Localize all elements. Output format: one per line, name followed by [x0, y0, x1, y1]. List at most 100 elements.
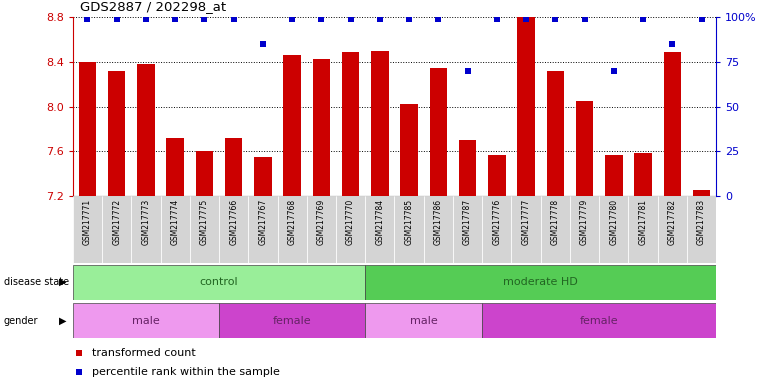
Bar: [453, 196, 483, 263]
Text: GSM217777: GSM217777: [522, 199, 531, 245]
Text: moderate HD: moderate HD: [503, 277, 578, 287]
Bar: [599, 196, 628, 263]
Point: [666, 41, 679, 47]
Point: [198, 16, 211, 22]
Point: [316, 16, 328, 22]
Point: [286, 16, 298, 22]
Text: GSM217768: GSM217768: [287, 199, 296, 245]
Bar: [342, 52, 359, 196]
Bar: [401, 104, 418, 196]
Bar: [137, 64, 155, 196]
Text: control: control: [200, 277, 238, 287]
Point: [139, 16, 152, 22]
Bar: [687, 196, 716, 263]
Bar: [547, 71, 564, 196]
Bar: [365, 196, 394, 263]
Bar: [570, 196, 599, 263]
Point: [403, 16, 415, 22]
Bar: [277, 196, 306, 263]
Bar: [306, 196, 336, 263]
Text: transformed count: transformed count: [92, 348, 196, 358]
Bar: [634, 154, 652, 196]
Bar: [219, 196, 248, 263]
Bar: [73, 265, 365, 300]
Text: GSM217784: GSM217784: [375, 199, 385, 245]
Bar: [512, 196, 541, 263]
Bar: [394, 196, 424, 263]
Text: GSM217776: GSM217776: [493, 199, 502, 245]
Point: [461, 68, 473, 74]
Text: GSM217766: GSM217766: [229, 199, 238, 245]
Text: GSM217773: GSM217773: [142, 199, 150, 245]
Bar: [190, 196, 219, 263]
Text: GDS2887 / 202298_at: GDS2887 / 202298_at: [80, 0, 227, 13]
Point: [73, 349, 85, 356]
Text: GSM217779: GSM217779: [580, 199, 589, 245]
Text: GSM217772: GSM217772: [112, 199, 121, 245]
Text: GSM217769: GSM217769: [317, 199, 326, 245]
Bar: [131, 196, 161, 263]
Bar: [459, 140, 476, 196]
Bar: [488, 154, 506, 196]
Point: [374, 16, 386, 22]
Bar: [73, 196, 102, 263]
Bar: [663, 52, 681, 196]
Point: [432, 16, 444, 22]
Bar: [283, 55, 301, 196]
Text: GSM217785: GSM217785: [404, 199, 414, 245]
Bar: [108, 71, 126, 196]
Text: male: male: [410, 316, 437, 326]
Text: GSM217778: GSM217778: [551, 199, 560, 245]
Text: percentile rank within the sample: percentile rank within the sample: [92, 367, 280, 377]
Bar: [219, 303, 365, 338]
Text: GSM217782: GSM217782: [668, 199, 677, 245]
Bar: [605, 154, 623, 196]
Point: [228, 16, 240, 22]
Text: female: female: [580, 316, 618, 326]
Point: [169, 16, 182, 22]
Bar: [102, 196, 131, 263]
Text: gender: gender: [4, 316, 38, 326]
Text: female: female: [273, 316, 312, 326]
Bar: [79, 62, 97, 196]
Text: male: male: [132, 316, 160, 326]
Point: [578, 16, 591, 22]
Point: [110, 16, 123, 22]
Point: [549, 16, 561, 22]
Text: disease state: disease state: [4, 277, 69, 287]
Text: GSM217783: GSM217783: [697, 199, 706, 245]
Bar: [541, 196, 570, 263]
Text: ▶: ▶: [59, 277, 67, 287]
Bar: [692, 190, 710, 196]
Bar: [628, 196, 658, 263]
Bar: [483, 196, 512, 263]
Point: [637, 16, 650, 22]
Bar: [336, 196, 365, 263]
Bar: [517, 15, 535, 196]
Bar: [254, 157, 272, 196]
Text: GSM217780: GSM217780: [609, 199, 618, 245]
Point: [257, 41, 269, 47]
Text: GSM217774: GSM217774: [171, 199, 180, 245]
Bar: [313, 59, 330, 196]
Bar: [430, 68, 447, 196]
Point: [73, 369, 85, 375]
Text: GSM217775: GSM217775: [200, 199, 209, 245]
Bar: [576, 101, 594, 196]
Bar: [371, 51, 388, 196]
Point: [81, 16, 93, 22]
Text: GSM217787: GSM217787: [463, 199, 472, 245]
Bar: [225, 138, 242, 196]
Point: [345, 16, 357, 22]
Text: GSM217781: GSM217781: [639, 199, 647, 245]
Point: [696, 16, 708, 22]
Text: GSM217767: GSM217767: [258, 199, 267, 245]
Bar: [424, 196, 453, 263]
Bar: [658, 196, 687, 263]
Point: [607, 68, 620, 74]
Text: GSM217771: GSM217771: [83, 199, 92, 245]
Bar: [248, 196, 277, 263]
Bar: [166, 138, 184, 196]
Bar: [365, 265, 716, 300]
Point: [491, 16, 503, 22]
